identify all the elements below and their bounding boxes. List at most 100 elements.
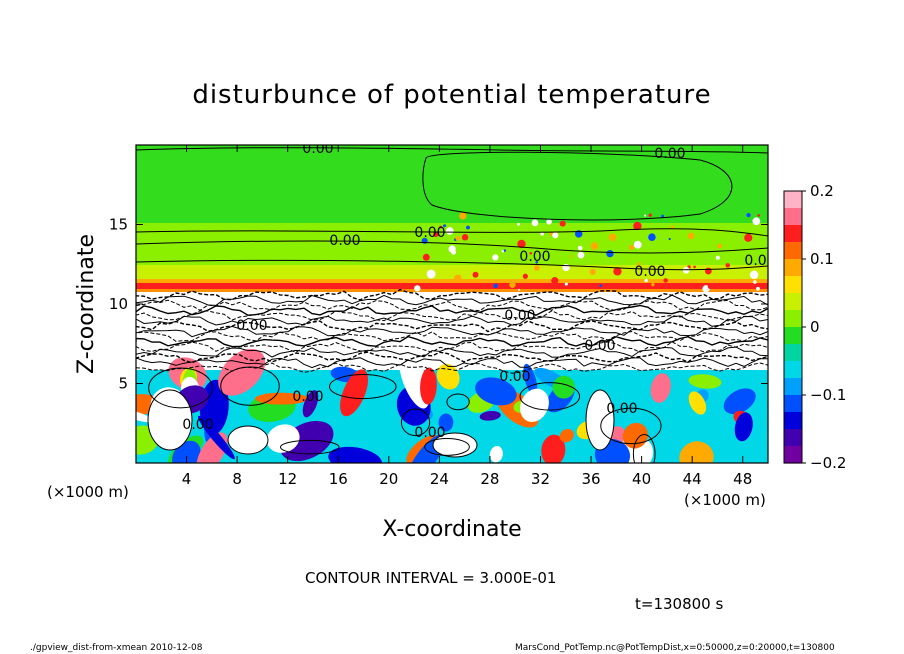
colorbar-segment xyxy=(784,344,802,362)
x-tick-label: 12 xyxy=(278,470,297,488)
heatmap-speckle xyxy=(608,233,617,241)
contour-line xyxy=(148,367,213,409)
colorbar-tick-label: 0.2 xyxy=(810,182,834,200)
contour-label: 0.00 xyxy=(606,401,637,417)
colorbar-tick-label: 0 xyxy=(810,318,820,336)
heatmap-speckle xyxy=(577,251,585,259)
contour-line xyxy=(220,366,280,406)
colorbar-segment xyxy=(784,327,802,345)
heatmap-speckle xyxy=(531,219,539,227)
contour-line xyxy=(446,393,470,411)
contour-line xyxy=(328,374,397,400)
heatmap-speckle xyxy=(606,249,614,258)
contour-line xyxy=(136,351,768,364)
colorbar-segment xyxy=(784,446,802,464)
heatmap-speckle xyxy=(433,231,439,237)
contour-label: 0.00 xyxy=(744,253,775,269)
contour-line xyxy=(136,259,768,271)
heatmap-speckle xyxy=(472,271,479,278)
colorbar-segment xyxy=(784,429,802,447)
heatmap-speckle xyxy=(517,222,520,226)
heatmap-speckle xyxy=(570,255,573,258)
heatmap-speckle xyxy=(426,269,436,279)
heatmap-speckle xyxy=(501,249,505,253)
heatmap-speckle xyxy=(744,233,753,242)
heatmap-speckle xyxy=(518,288,521,291)
contour-line xyxy=(632,434,656,463)
colorbar-ticks: 0.2 0.1 0 −0.1 −0.2 xyxy=(802,182,846,472)
contour-labels: 0.00 0.00 0.00 0.00 0.00 0.00 0.00 0.00 0.00 0.00… xyxy=(182,141,775,441)
heatmap-blob xyxy=(147,389,193,451)
heatmap-speckle xyxy=(446,227,454,235)
heatmap-speckle xyxy=(717,243,722,249)
heatmap-speckle xyxy=(439,225,443,229)
heatmap-speckle xyxy=(671,225,674,229)
heatmap-blob xyxy=(479,411,501,421)
x-tick-label: 40 xyxy=(632,470,651,488)
heatmap-speckle xyxy=(757,214,760,217)
heatmap-blob xyxy=(688,391,707,415)
heatmap-blob xyxy=(420,367,437,405)
heatmap-blob xyxy=(688,374,722,389)
heatmap-speckle xyxy=(687,232,695,240)
heatmap-speckle xyxy=(633,221,642,231)
contour-label: 0.00 xyxy=(519,249,550,265)
heatmap-speckle xyxy=(599,284,603,288)
heatmap-speckle xyxy=(749,270,759,280)
heatmap-speckle xyxy=(517,239,526,249)
heatmap-speckle xyxy=(704,267,712,275)
contour-line xyxy=(600,407,662,445)
colorbar-tick-label: −0.1 xyxy=(810,386,846,404)
colorbar-segment xyxy=(784,208,802,226)
heatmap-speckle xyxy=(509,281,516,289)
contour-label: 0.00 xyxy=(414,225,445,241)
heatmap-band-red xyxy=(136,283,768,289)
footer-left: ./gpview_dist-from-xmean 2010-12-08 xyxy=(30,643,203,653)
heatmap-speckle xyxy=(753,280,757,284)
contour-line xyxy=(422,151,733,221)
heatmap-speckle xyxy=(498,284,503,288)
x-tick-label: 28 xyxy=(480,470,499,488)
contour-interval-text: CONTOUR INTERVAL = 3.000E-01 xyxy=(305,569,556,587)
heatmap-blob xyxy=(489,445,503,463)
contour-label: 0.00 xyxy=(414,425,445,441)
x-unit-label-right: (×1000 m) xyxy=(684,491,766,509)
contour-line xyxy=(136,362,768,374)
contour-label: 0.00 xyxy=(292,389,323,405)
heatmap-blob xyxy=(723,388,756,415)
x-tick-label: 4 xyxy=(182,470,192,488)
colorbar-segment xyxy=(784,293,802,311)
y-tick-label: 10 xyxy=(109,295,128,313)
colorbar xyxy=(783,190,803,464)
contour-line xyxy=(424,437,470,456)
heatmap-speckle xyxy=(562,263,570,272)
heatmap-speckle xyxy=(455,235,461,241)
contour-line xyxy=(136,310,768,322)
heatmap-speckle xyxy=(715,255,720,260)
x-tick-label: 48 xyxy=(733,470,752,488)
heatmap-blob xyxy=(227,425,269,455)
heatmap-speckle xyxy=(633,240,642,249)
contour-label: 0.00 xyxy=(302,141,333,157)
contour-label: 0.00 xyxy=(182,417,213,433)
heatmap-band-orange xyxy=(136,289,768,292)
heatmap-blob xyxy=(475,377,517,406)
heatmap-speckle xyxy=(590,242,599,250)
colorbar-tick-label: 0.1 xyxy=(810,250,834,268)
heatmap-blob xyxy=(438,413,454,432)
heatmap-speckle xyxy=(459,212,467,220)
contour-line xyxy=(136,330,768,342)
chart-title: disturbunce of potential temperature xyxy=(192,80,711,110)
contour-line xyxy=(136,357,768,369)
contour-line xyxy=(136,346,768,358)
heatmap-speckle xyxy=(648,233,656,241)
heatmap-speckle xyxy=(661,214,665,218)
heatmap-blob xyxy=(523,363,538,396)
x-axis-ticks: 4 8 12 16 20 24 28 32 36 40 44 48 xyxy=(182,145,752,488)
heatmap-speckle xyxy=(414,285,421,292)
heatmap-speckle xyxy=(529,252,533,255)
contour-line xyxy=(136,294,768,306)
x-tick-label: 16 xyxy=(329,470,348,488)
contour-label: 0.00 xyxy=(654,146,685,162)
heatmap-speckle xyxy=(466,225,470,230)
